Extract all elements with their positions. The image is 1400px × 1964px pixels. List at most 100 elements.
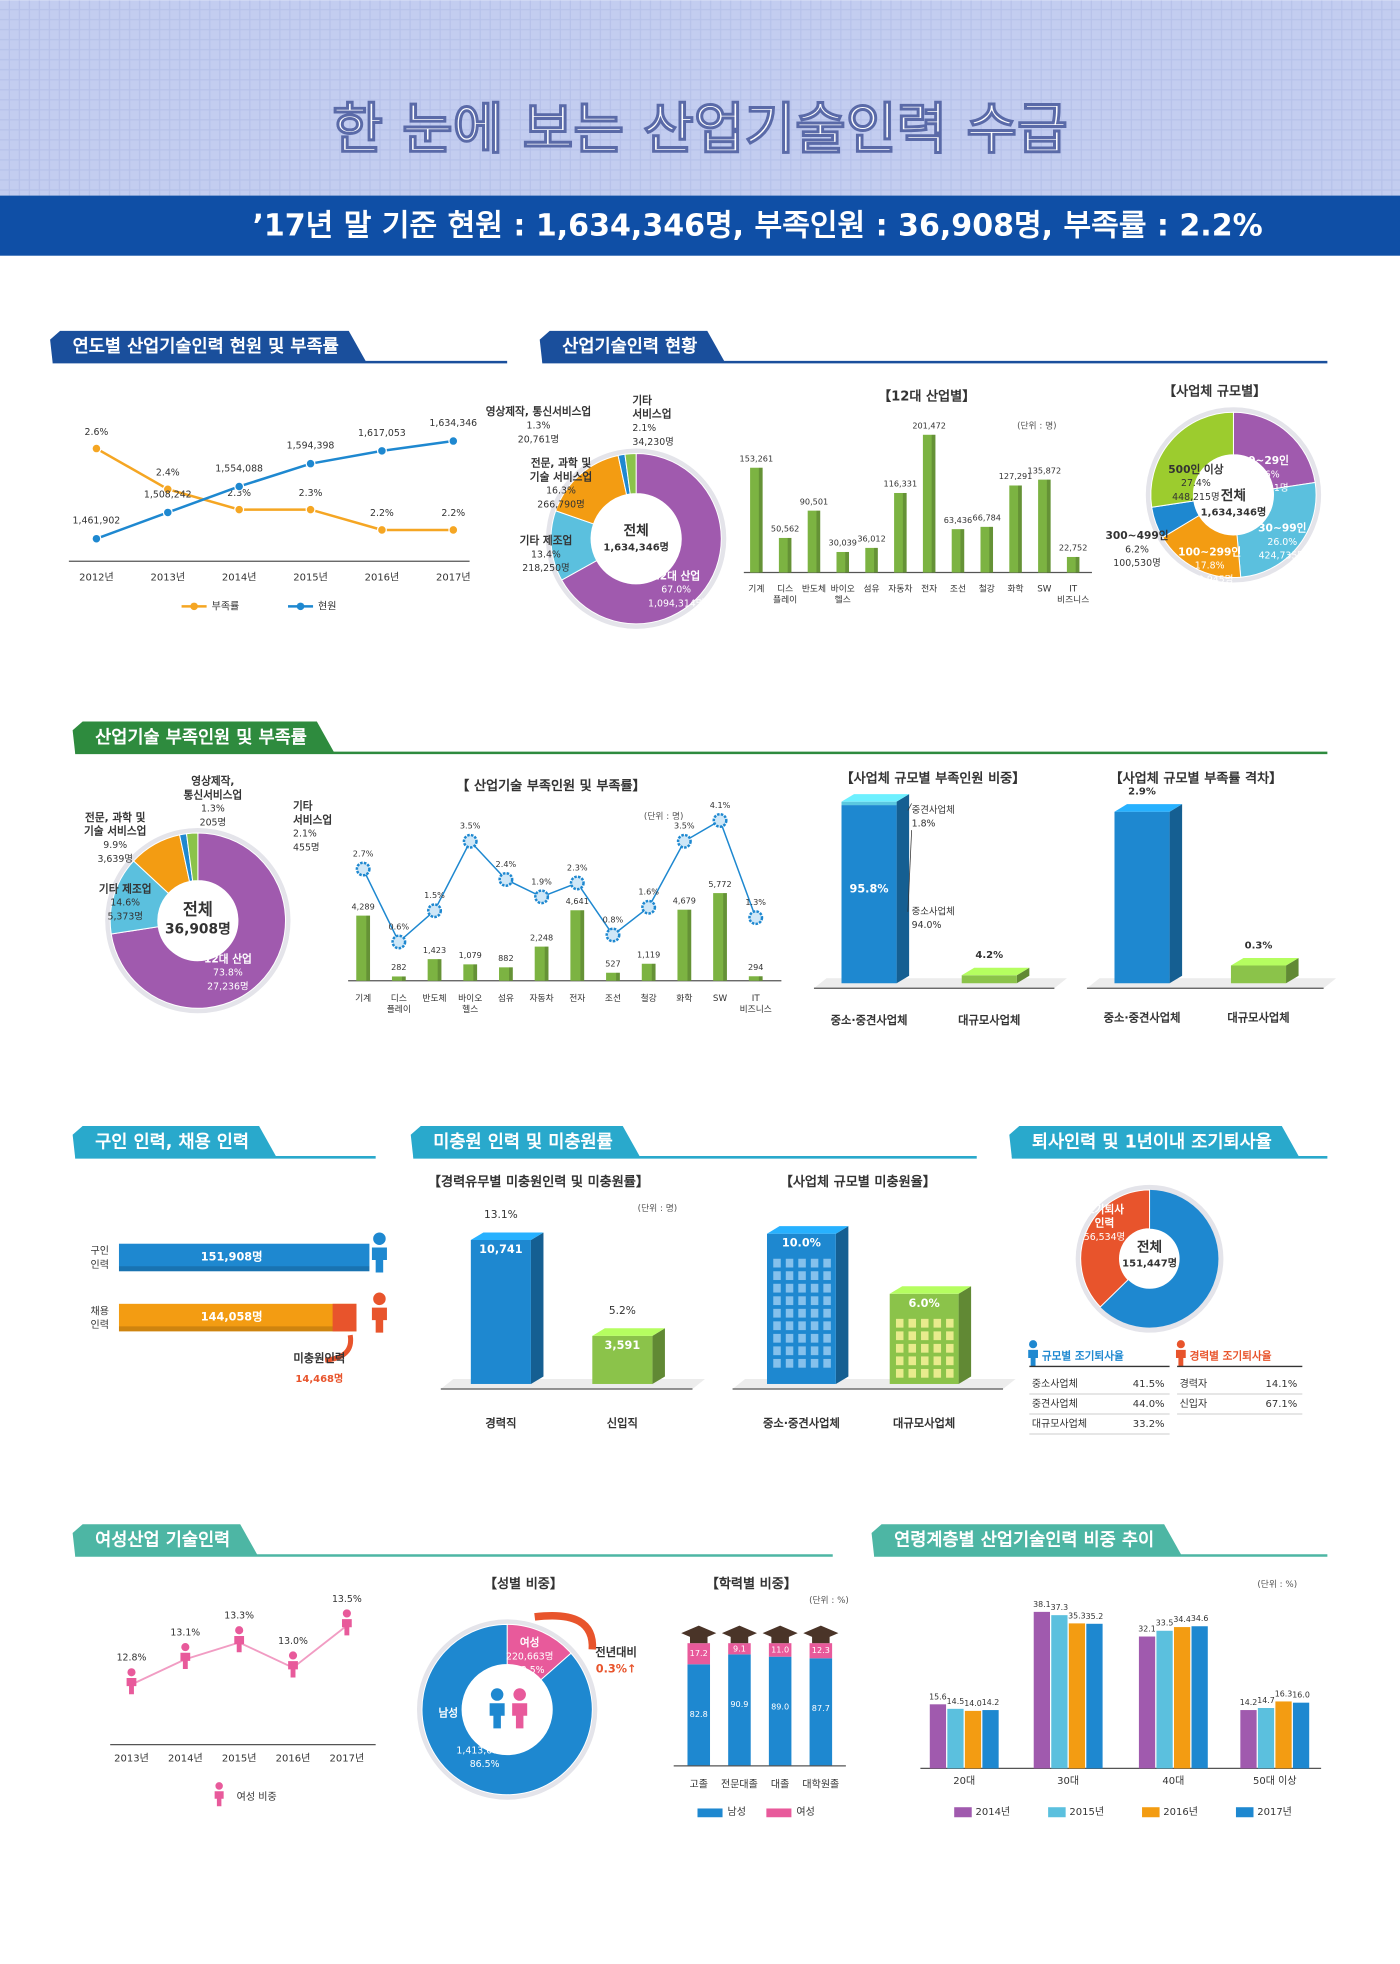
bar-top [470, 1232, 544, 1240]
data-label: 16.3% [546, 486, 576, 497]
data-label: 34.6 [1191, 1614, 1209, 1623]
x-tick-label: 기계 [355, 992, 371, 1004]
x-tick-label: 2016년 [365, 572, 400, 584]
bar-side [1169, 804, 1183, 984]
data-label: 22,752 [1059, 543, 1087, 553]
section-title: 여성산업 기술인력 [95, 1530, 230, 1550]
data-label: 95.8% [850, 882, 889, 895]
data-label: 36,012 [857, 534, 885, 544]
bar [1138, 1636, 1156, 1769]
data-label: 12.8% [117, 1653, 147, 1664]
legend-marker [214, 1782, 224, 1807]
point-marker [234, 481, 245, 492]
bar-shade [616, 972, 620, 981]
bar [606, 972, 620, 981]
slice-label: 여성 [520, 1636, 540, 1649]
bar-shade [816, 510, 821, 573]
bar [499, 967, 513, 981]
window [946, 1318, 954, 1328]
data-label: 151,908명 [201, 1249, 263, 1263]
legend-swatch [766, 1808, 792, 1818]
bar [807, 510, 821, 573]
x-tick-label: 화학 [676, 993, 692, 1004]
data-label: 38.1 [1033, 1600, 1051, 1609]
window [946, 1368, 954, 1378]
unit-label: (단위 : %) [1257, 1579, 1297, 1590]
bar-side [652, 1328, 665, 1384]
data-label: 2,248 [530, 932, 553, 942]
section-title: 연령계층별 산업기술인력 비중 추이 [894, 1529, 1154, 1550]
bar-part [841, 801, 897, 806]
window [798, 1308, 806, 1318]
window [773, 1333, 781, 1343]
data-label: 14.0 [964, 1699, 982, 1708]
bar [1156, 1630, 1173, 1769]
x-tick-label: 2015년 [293, 572, 328, 584]
pie-center-label: 1,634,346명 [603, 540, 669, 553]
data-label: 1.9% [531, 876, 552, 886]
data-label: 1.6% [638, 887, 659, 897]
legend-swatch [954, 1807, 972, 1818]
pie-hole [157, 880, 238, 961]
chart-title: 【성별 비중】 [484, 1576, 563, 1592]
bar [961, 975, 1017, 984]
data-label: 66,784 [973, 513, 1001, 523]
data-label: 12.3 [812, 1645, 830, 1655]
legend-marker [296, 602, 305, 611]
window [810, 1346, 819, 1356]
data-label: 11.0 [771, 1644, 789, 1654]
x-tick-label: 바이오 [831, 583, 855, 594]
legend-marker [190, 602, 198, 611]
cap-icon [771, 1635, 789, 1644]
window [798, 1346, 806, 1356]
data-label: 1.3% [745, 897, 766, 907]
data-label: 33.5 [1156, 1619, 1174, 1628]
bar [1033, 1611, 1050, 1769]
data-label: 63,436 [944, 515, 972, 525]
data-label: 6.2% [1125, 544, 1149, 555]
part-connector [907, 830, 913, 912]
data-label: 1,617,053 [358, 428, 406, 439]
cap-icon [689, 1635, 708, 1644]
x-tick-label: SW [713, 994, 728, 1004]
section-tab [72, 1126, 277, 1158]
data-label: 205명 [200, 817, 227, 828]
window [798, 1358, 806, 1368]
bar [427, 959, 442, 981]
data-label: 34.4 [1173, 1615, 1191, 1624]
x-tick-label: 대규모사업체 [893, 1416, 955, 1430]
data-label: 1,508,242 [144, 489, 192, 500]
bar-top [1114, 804, 1183, 812]
unit-label: (단위 : 명) [644, 811, 684, 822]
pie-hole [591, 493, 682, 584]
slice-label: 전문, 과학 및 [85, 811, 146, 824]
x-tick-label: 섬유 [498, 993, 514, 1004]
table-cell: 대규모사업체 [1032, 1417, 1087, 1430]
window [810, 1296, 819, 1306]
window [773, 1283, 781, 1293]
window [895, 1331, 904, 1341]
bar-shade [874, 547, 878, 573]
bar-segment [768, 1643, 792, 1657]
window [823, 1258, 831, 1268]
slice-label: 인력 [1095, 1217, 1115, 1230]
bar-shade [758, 467, 763, 573]
data-label: 35.3 [1068, 1611, 1086, 1620]
data-label: 2.1% [632, 423, 656, 434]
data-label: 10.0% [782, 1237, 821, 1250]
data-label: 15.6 [929, 1692, 947, 1701]
data-label: 4,679 [673, 895, 696, 905]
section-tab [50, 330, 367, 363]
data-label: 1,594,398 [287, 441, 335, 452]
data-label: 13.3% [224, 1611, 254, 1622]
data-label: 89.0 [771, 1701, 789, 1711]
bar [865, 547, 878, 573]
x-tick-label: 기계 [748, 582, 764, 594]
data-label: 67.0% [661, 585, 691, 596]
window [798, 1258, 806, 1268]
data-label: 218,250명 [522, 563, 569, 574]
data-label: 17.8% [1195, 561, 1225, 572]
window [773, 1308, 781, 1318]
bar-side [1016, 967, 1030, 984]
legend-label: 2014년 [975, 1806, 1010, 1818]
